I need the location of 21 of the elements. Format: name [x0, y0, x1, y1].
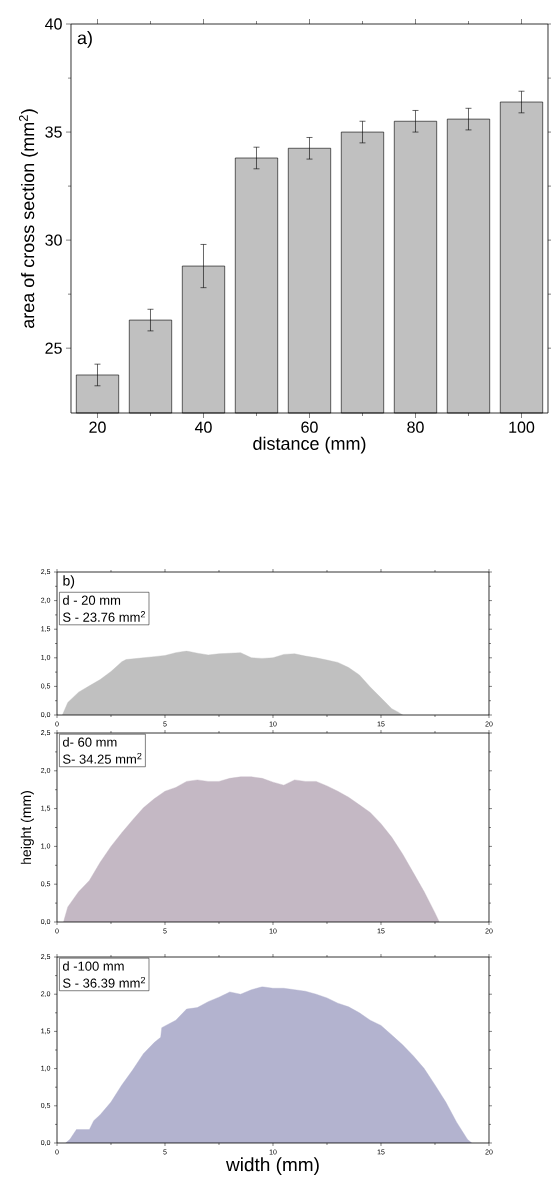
- x-tick-label: 80: [407, 421, 424, 433]
- x-tick-label: 60: [301, 421, 318, 433]
- y-tick-label: 35: [45, 126, 62, 138]
- annotation: d - 20 mm: [62, 595, 121, 605]
- y-axis-title: height (mm): [20, 791, 34, 864]
- annotation: S- 34.25 mm$^{2}$: [63, 752, 142, 764]
- chart-title: b): [63, 575, 75, 589]
- annotation: S - 23.76 mm$^{2}$: [63, 610, 146, 622]
- x-axis-title: width (mm): [225, 1157, 319, 1176]
- x-tick-label: 20: [89, 421, 106, 433]
- y-tick-label: 25: [45, 342, 62, 354]
- annotation: S - 36.39 mm$^{2}$: [63, 976, 146, 988]
- x-tick-label: 40: [194, 421, 212, 433]
- y-axis-title: area of cross section (mm$^{2}$): [19, 109, 38, 329]
- x-tick-label: 100: [509, 421, 535, 433]
- y-tick-label: 30: [45, 234, 62, 246]
- x-axis-title: distance (mm): [253, 436, 366, 454]
- y-tick-label: 40: [45, 18, 62, 30]
- annotation: d -100 mm: [62, 961, 124, 971]
- chart-title: a): [77, 31, 92, 48]
- annotation: d- 60 mm: [62, 737, 117, 747]
